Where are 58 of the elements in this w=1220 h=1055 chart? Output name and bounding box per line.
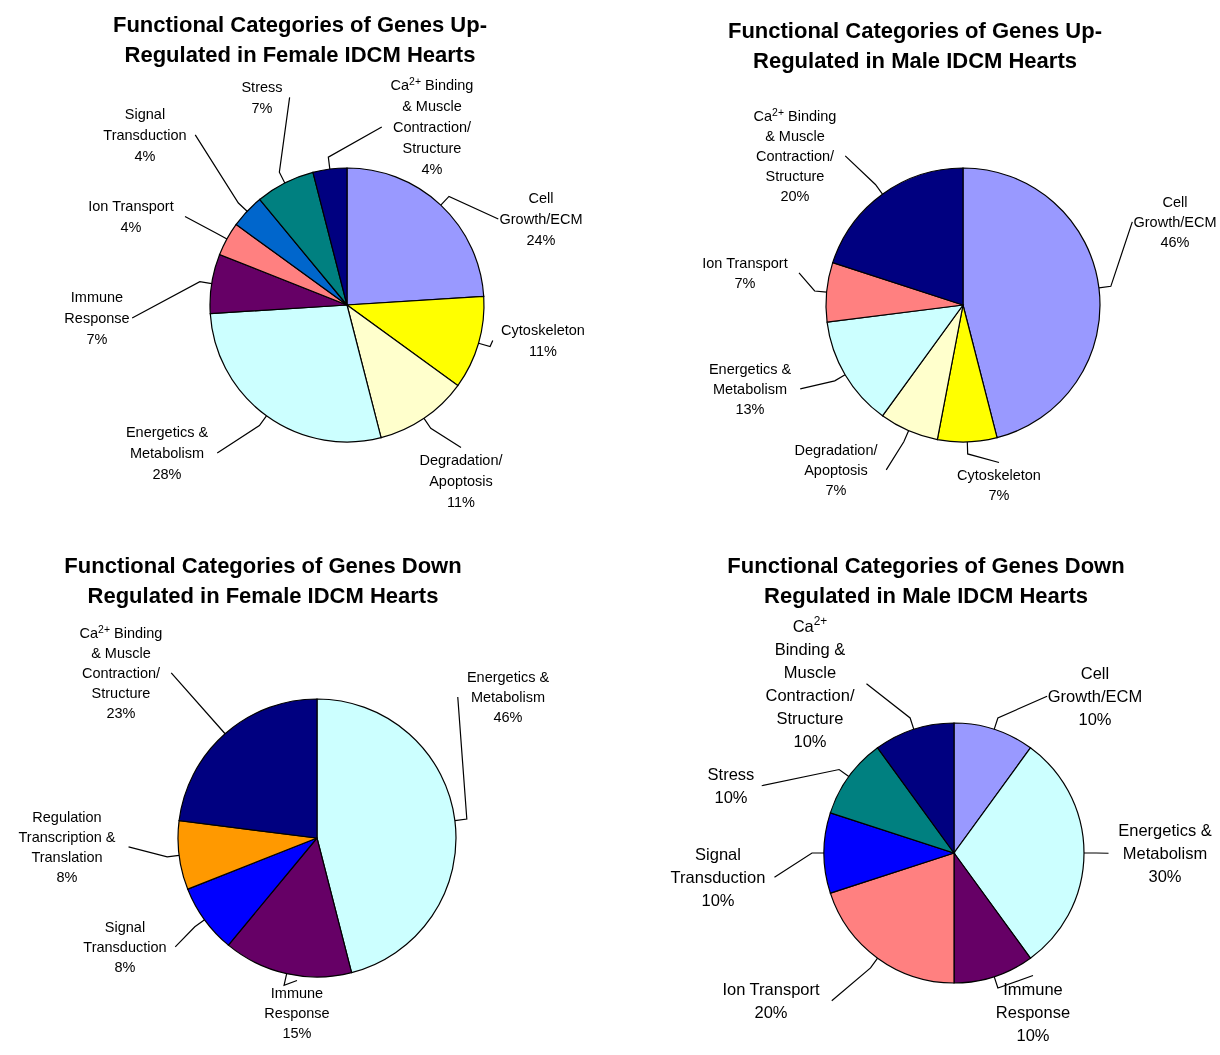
slice-label: Signal Transduction [670, 845, 766, 886]
chart-title: Functional Categories of Genes Down Regulated in Female IDCM Hearts [64, 553, 462, 608]
slice-label: Ion Transport [88, 198, 174, 214]
data-label: 7% [86, 331, 108, 347]
slice-label: Cell Growth/ECM [1047, 664, 1143, 705]
data-label: 30% [1148, 867, 1182, 885]
slice-label: Energetics & Metabolism [1118, 821, 1212, 862]
data-label: 46% [493, 709, 523, 725]
slice-label: Immune Response [64, 289, 130, 326]
data-label: 13% [735, 401, 765, 417]
slice-label: Signal Transduction [83, 919, 167, 955]
slice-label: Degradation/ Apoptosis [419, 452, 504, 489]
data-label: 46% [1160, 234, 1190, 250]
slice-label: Immune Response [264, 985, 330, 1021]
chart-title: Functional Categories of Genes Up- Regulated in Male IDCM Hearts [727, 18, 1103, 73]
data-label: 4% [421, 161, 443, 177]
slice-label: Cytoskeleton [957, 467, 1041, 483]
slice-label: Immune Response [995, 980, 1071, 1021]
slice-label: Degradation/ Apoptosis [794, 442, 879, 478]
slice-label: Stress [241, 79, 283, 95]
data-label: 10% [1078, 710, 1112, 728]
slice-label: Signal Transduction [103, 106, 187, 143]
data-label: 8% [56, 869, 78, 885]
data-label: 10% [1016, 1026, 1050, 1044]
data-label: 8% [114, 959, 136, 975]
data-label: 10% [793, 732, 827, 750]
slice-label: Regulation Transcription & Translation [18, 809, 116, 865]
data-label: 28% [152, 466, 182, 482]
data-label: 7% [988, 487, 1010, 503]
data-label: 7% [251, 100, 273, 116]
slice-label: Ca$^{2+}$ Binding & Muscle Contraction/ Structure [79, 623, 163, 701]
slice-label: Ion Transport [702, 255, 788, 271]
data-label: 23% [106, 705, 136, 721]
slice-label: Ion Transport [722, 980, 821, 998]
slice-label: Cell Growth/ECM [1133, 194, 1217, 230]
slice-label: Ca$^{2+}$ Binding & Muscle Contraction/ Structure [753, 106, 837, 184]
data-label: 20% [754, 1003, 788, 1021]
data-label: 4% [134, 148, 156, 164]
data-label: 11% [529, 343, 558, 359]
chart-title: Functional Categories of Genes Down Regulated in Male IDCM Hearts [727, 553, 1125, 608]
slice-label: Cytoskeleton [501, 322, 585, 338]
data-label: 24% [526, 232, 556, 248]
data-label: 15% [282, 1025, 312, 1041]
data-label: 11% [447, 494, 476, 510]
data-label: 7% [734, 275, 756, 291]
data-label: 4% [120, 219, 142, 235]
slice-label: Energetics & Metabolism [466, 669, 550, 705]
slice-label: Stress [707, 765, 755, 783]
data-label: 10% [714, 788, 748, 806]
data-label: 20% [780, 188, 810, 204]
slice-label: Ca$^{2+}$ Binding & Muscle Contraction/ Structure [390, 75, 474, 156]
slice-label: Energetics & Metabolism [708, 361, 792, 397]
data-label: 7% [825, 482, 847, 498]
slice-label: Cell Growth/ECM [499, 190, 583, 227]
slice-label: Ca$^{2+}$ Binding & Muscle Contraction/ Structure [765, 614, 855, 727]
slice-label: Energetics & Metabolism [125, 424, 209, 461]
chart-title: Functional Categories of Genes Up- Regulated in Female IDCM Hearts [112, 12, 488, 67]
data-label: 10% [701, 891, 735, 909]
